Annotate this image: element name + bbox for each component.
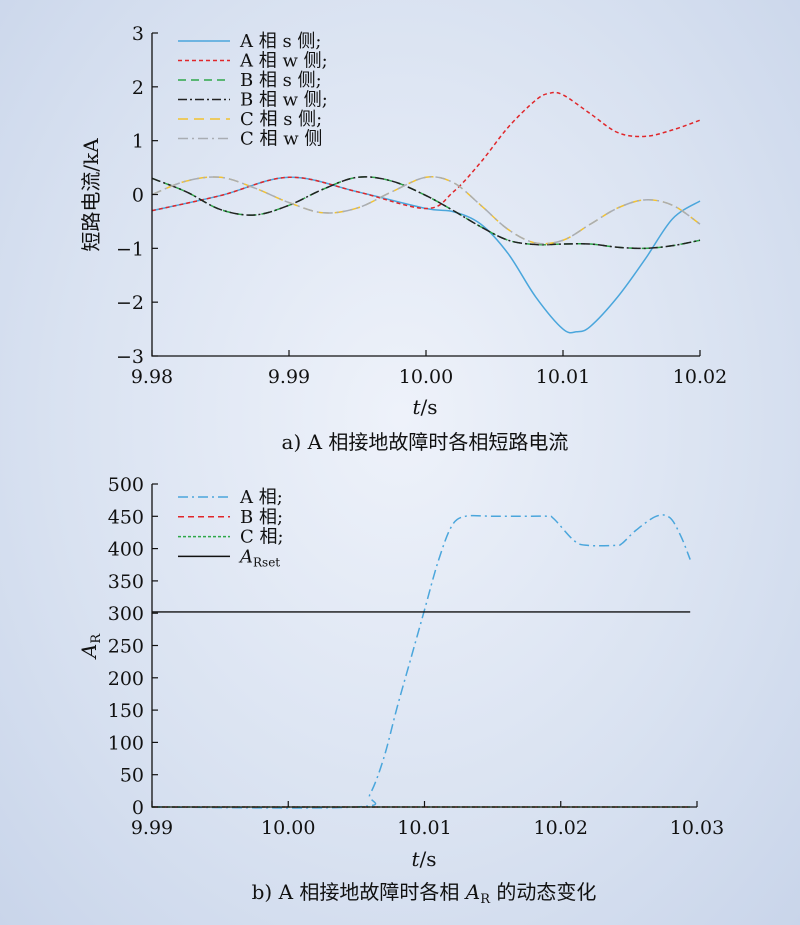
chart-b-legend-label: B 相; bbox=[240, 507, 283, 528]
chart-b-ytick-label: 150 bbox=[108, 700, 144, 722]
chart-a-series-4 bbox=[151, 176, 701, 245]
chart-b-ytick-label: 500 bbox=[108, 474, 144, 496]
chart-a-legend-label: A 相 w 侧; bbox=[239, 51, 328, 72]
chart-b-ytick-label: 250 bbox=[108, 636, 144, 658]
chart-b-axes bbox=[151, 484, 697, 808]
chart-b-plot-area bbox=[151, 514, 691, 809]
chart-b-xtick-label: 10.03 bbox=[670, 817, 724, 839]
chart-b-ytick-label: 300 bbox=[108, 603, 144, 625]
chart-a-axis-lines bbox=[151, 33, 700, 357]
chart-a-series-1 bbox=[151, 91, 701, 212]
chart-b-legend-label: C 相; bbox=[240, 527, 284, 548]
chart-a-legend-label: C 相 s 侧; bbox=[240, 109, 322, 130]
chart-b-legend: A 相;B 相;C 相;ARset bbox=[178, 487, 284, 569]
chart-b-caption: b) A 相接地故障时各相 AR 的动态变化 bbox=[252, 880, 597, 907]
chart-a-ytick-label: 1 bbox=[132, 131, 144, 153]
chart-a-xlabel: t/s bbox=[412, 395, 437, 419]
chart-a-legend-label: C 相 w 侧 bbox=[240, 129, 322, 150]
chart-a-series-5 bbox=[151, 176, 701, 245]
chart-b: 9.99 10.00 10.01 10.02 10.03 0 50 100 150 200 250 3… bbox=[77, 474, 724, 907]
chart-a-legend-label: A 相 s 侧; bbox=[239, 31, 321, 52]
chart-a-xtick-label: 10.01 bbox=[536, 366, 590, 388]
chart-a-ylabel: 短路电流/kA bbox=[79, 138, 103, 252]
chart-a: 9.98 9.99 10.00 10.01 10.02 −3 −2 −1 0 1 2 3 A 相 s … bbox=[79, 23, 727, 454]
chart-b-legend-label: A 相; bbox=[239, 487, 283, 508]
chart-b-ytick-label: 400 bbox=[108, 539, 144, 561]
chart-b-ylabel: AR bbox=[77, 633, 104, 660]
chart-b-xlabel: t/s bbox=[411, 847, 436, 871]
chart-b-xtick-label: 10.02 bbox=[534, 817, 588, 839]
chart-a-ytick-label: 0 bbox=[132, 185, 144, 207]
chart-a-plot-area bbox=[151, 91, 701, 334]
chart-b-axis-lines bbox=[151, 484, 697, 808]
chart-b-ytick-label: 100 bbox=[108, 732, 144, 754]
chart-a-ytick-label: 2 bbox=[132, 77, 144, 99]
chart-a-series-3 bbox=[151, 176, 701, 250]
chart-a-legend: A 相 s 侧;A 相 w 侧;B 相 s 侧;B 相 w 侧;C 相 s 侧;… bbox=[178, 31, 328, 150]
chart-b-xtick-label: 10.01 bbox=[397, 817, 451, 839]
chart-a-caption: a) A 相接地故障时各相短路电流 bbox=[282, 430, 569, 454]
chart-a-xtick-label: 10.00 bbox=[399, 366, 453, 388]
chart-a-xtick-label: 10.02 bbox=[673, 366, 727, 388]
chart-b-series-0 bbox=[151, 514, 691, 809]
chart-a-ytick-label: −1 bbox=[116, 238, 144, 260]
chart-a-axes bbox=[151, 33, 700, 357]
chart-b-ytick-label: 0 bbox=[132, 797, 144, 819]
chart-a-xtick-label: 9.99 bbox=[268, 366, 310, 388]
chart-b-ytick-label: 50 bbox=[120, 765, 144, 787]
chart-b-ytick-label: 450 bbox=[108, 506, 144, 528]
chart-b-ytick-label: 200 bbox=[108, 668, 144, 690]
chart-b-xtick-label: 10.00 bbox=[261, 817, 315, 839]
chart-b-ticks: 9.99 10.00 10.01 10.02 10.03 0 50 100 150 200 250 3… bbox=[108, 474, 724, 839]
chart-a-ytick-label: 3 bbox=[132, 23, 144, 45]
chart-b-xtick-label: 9.99 bbox=[131, 817, 173, 839]
chart-a-series-0 bbox=[151, 176, 701, 334]
chart-a-legend-label: B 相 s 侧; bbox=[240, 70, 322, 91]
chart-a-legend-label: B 相 w 侧; bbox=[240, 90, 328, 111]
chart-a-xtick-label: 9.98 bbox=[131, 366, 173, 388]
chart-b-ytick-label: 350 bbox=[108, 571, 144, 593]
chart-a-ticks: 9.98 9.99 10.00 10.01 10.02 −3 −2 −1 0 1 2 3 bbox=[116, 23, 727, 388]
chart-a-ytick-label: −2 bbox=[116, 292, 144, 314]
chart-a-ytick-label: −3 bbox=[116, 346, 144, 368]
chart-b-legend-label: ARset bbox=[238, 546, 280, 569]
